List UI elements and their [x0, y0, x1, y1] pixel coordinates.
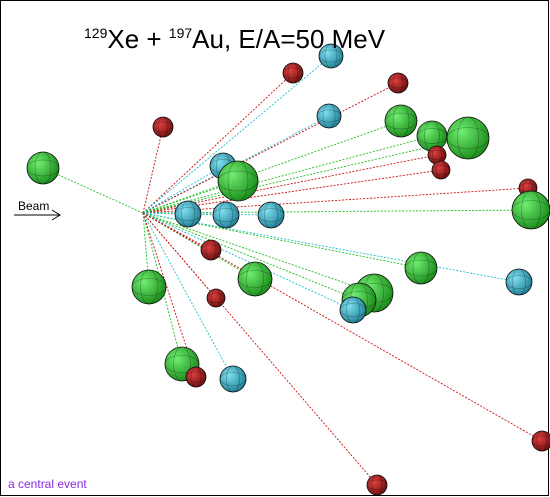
fragment-sphere	[186, 367, 206, 387]
fragment	[432, 161, 450, 179]
fragment	[506, 269, 532, 295]
fragment	[153, 117, 173, 137]
track	[143, 121, 401, 213]
title-mass-b: 197	[169, 25, 193, 41]
fragment	[532, 431, 550, 451]
fragment-sphere	[201, 240, 221, 260]
title-mass-a: 129	[84, 25, 108, 41]
track	[143, 213, 353, 310]
fragment-sphere	[317, 104, 341, 128]
fragment-sphere	[447, 117, 489, 159]
fragment	[238, 262, 272, 296]
fragment	[283, 63, 303, 83]
track	[143, 213, 519, 282]
fragment	[27, 152, 59, 184]
fragment-sphere	[367, 475, 387, 495]
fragment	[201, 240, 221, 260]
page: 129Xe + 197Au, E/A=50 MeV Beam a central…	[0, 0, 550, 497]
fragments	[27, 44, 550, 495]
fragment-sphere	[213, 202, 239, 228]
fragment	[447, 117, 489, 159]
caption: a central event	[8, 477, 87, 491]
fragment-sphere	[238, 262, 272, 296]
frame	[1, 1, 549, 496]
track	[143, 188, 528, 213]
fragment	[340, 297, 366, 323]
title-rest: Au, E/A=50 MeV	[192, 24, 386, 54]
fragment	[367, 475, 387, 495]
fragment-sphere	[283, 63, 303, 83]
fragment-sphere	[385, 105, 417, 137]
title: 129Xe + 197Au, E/A=50 MeV	[84, 24, 386, 54]
fragment	[388, 73, 408, 93]
fragment-sphere	[27, 152, 59, 184]
fragment-sphere	[153, 117, 173, 137]
fragment-sphere	[512, 191, 550, 229]
fragment-sphere	[340, 297, 366, 323]
fragment-sphere	[175, 201, 201, 227]
fragment	[220, 366, 246, 392]
fragment	[258, 202, 284, 228]
fragment	[207, 289, 225, 307]
fragment-sphere	[405, 252, 437, 284]
fragment	[512, 191, 550, 229]
track	[143, 73, 293, 213]
fragment	[175, 201, 201, 227]
fragment	[186, 367, 206, 387]
track	[143, 127, 163, 213]
beam-label: Beam	[18, 199, 49, 213]
fragment-sphere	[388, 73, 408, 93]
fragment-sphere	[258, 202, 284, 228]
fragment	[317, 104, 341, 128]
title-nucleus-a: Xe +	[107, 24, 168, 54]
fragment	[218, 161, 258, 201]
fragment-sphere	[417, 121, 447, 151]
event-display: 129Xe + 197Au, E/A=50 MeV Beam a central…	[0, 0, 550, 497]
fragment-sphere	[132, 270, 166, 304]
fragment-sphere	[432, 161, 450, 179]
fragment-sphere	[218, 161, 258, 201]
fragment	[132, 270, 166, 304]
fragment	[213, 202, 239, 228]
track	[43, 168, 143, 213]
fragment	[405, 252, 437, 284]
fragment-sphere	[220, 366, 246, 392]
fragment-sphere	[207, 289, 225, 307]
fragment-sphere	[506, 269, 532, 295]
fragment	[417, 121, 447, 151]
track	[143, 83, 398, 213]
fragment	[385, 105, 417, 137]
